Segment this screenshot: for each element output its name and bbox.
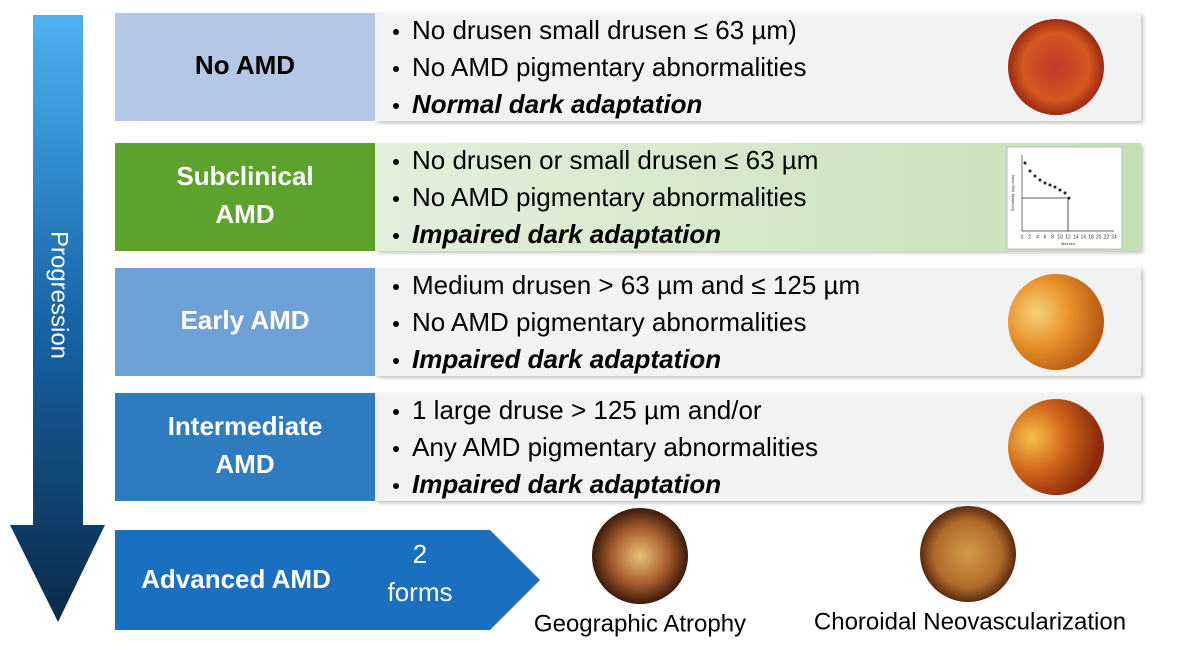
plot-y-label: Sensitivity (log units) xyxy=(1010,174,1015,211)
bullet xyxy=(393,103,399,109)
fundus-image xyxy=(1008,399,1104,495)
fundus-image xyxy=(1008,19,1104,115)
stage-bullet: Medium drusen > 63 µm and ≤ 125 µm xyxy=(412,270,860,300)
stage-name: No AMD xyxy=(195,50,295,80)
forms-label: 2 xyxy=(413,539,427,569)
plot-threshold xyxy=(1022,197,1069,231)
bullet xyxy=(393,409,399,415)
bullet xyxy=(393,284,399,290)
bullet xyxy=(393,196,399,202)
advanced-arrow xyxy=(115,530,540,630)
plot-dot xyxy=(1033,174,1037,178)
fundus-image xyxy=(920,506,1016,602)
forms-label: forms xyxy=(388,577,453,607)
stage-bullet: No AMD pigmentary abnormalities xyxy=(412,182,807,212)
stage-box xyxy=(115,13,375,121)
plot-x-label: Minutes xyxy=(1061,241,1075,246)
fundus-image xyxy=(1008,274,1104,370)
plot-tick-label: 4 xyxy=(1036,234,1039,240)
plot-dot xyxy=(1058,188,1062,192)
stage-bullet: No AMD pigmentary abnormalities xyxy=(412,52,807,82)
stage-name: Subclinical xyxy=(176,161,313,191)
plot-tick-label: 20 xyxy=(1096,234,1102,240)
stage-box xyxy=(115,268,375,376)
plot-tick-label: 22 xyxy=(1104,234,1110,240)
bullet xyxy=(393,321,399,327)
bullet xyxy=(393,159,399,165)
stage-bullet: No AMD pigmentary abnormalities xyxy=(412,307,807,337)
bullet xyxy=(393,446,399,452)
plot-dot xyxy=(1048,183,1052,187)
plot-tick-label: 18 xyxy=(1088,234,1094,240)
stage-name: AMD xyxy=(215,199,274,229)
progression-label: Progression xyxy=(46,231,73,359)
stage-bullet: Any AMD pigmentary abnormalities xyxy=(412,432,818,462)
plot-tick-label: 6 xyxy=(1044,234,1047,240)
fundus-image xyxy=(592,508,688,604)
stage-bullet: Impaired dark adaptation xyxy=(412,344,721,374)
bullet xyxy=(393,358,399,364)
stage-name: AMD xyxy=(215,449,274,479)
stage-name: Intermediate xyxy=(168,411,323,441)
stage-box xyxy=(115,143,375,251)
plot-dot xyxy=(1023,161,1027,165)
stage-bullet: Impaired dark adaptation xyxy=(412,469,721,499)
stage-bullet: Impaired dark adaptation xyxy=(412,219,721,249)
plot-dot xyxy=(1053,185,1057,189)
form-caption: Choroidal Neovascularization xyxy=(814,608,1126,635)
stage-name: Early AMD xyxy=(180,305,309,335)
bullet xyxy=(393,66,399,72)
stage-bullet: No drusen or small drusen ≤ 63 µm xyxy=(412,145,818,175)
plot-tick-label: 12 xyxy=(1065,234,1071,240)
stage-bullet: Normal dark adaptation xyxy=(412,89,702,119)
plot-tick-label: 16 xyxy=(1081,234,1087,240)
bullet xyxy=(393,483,399,489)
stage-bullet: 1 large druse > 125 µm and/or xyxy=(412,395,762,425)
plot-tick-label: 2 xyxy=(1028,234,1031,240)
bullet xyxy=(393,29,399,35)
plot-tick-label: 8 xyxy=(1051,234,1054,240)
plot-tick-label: 10 xyxy=(1058,234,1064,240)
plot-dot xyxy=(1028,169,1032,173)
stage-bullet: No drusen small drusen ≤ 63 µm) xyxy=(412,15,797,45)
stage-box xyxy=(115,393,375,501)
form-caption: Geographic Atrophy xyxy=(534,610,746,637)
plot-tick-label: 14 xyxy=(1073,234,1079,240)
progression-arrow xyxy=(10,15,105,622)
plot-dot xyxy=(1063,191,1067,195)
plot-dot xyxy=(1038,178,1042,182)
bullet xyxy=(393,233,399,239)
advanced-name: Advanced AMD xyxy=(141,564,331,594)
plot-tick-label: 0 xyxy=(1021,234,1024,240)
plot-tick-label: 24 xyxy=(1111,234,1117,240)
plot-dot xyxy=(1043,181,1047,185)
